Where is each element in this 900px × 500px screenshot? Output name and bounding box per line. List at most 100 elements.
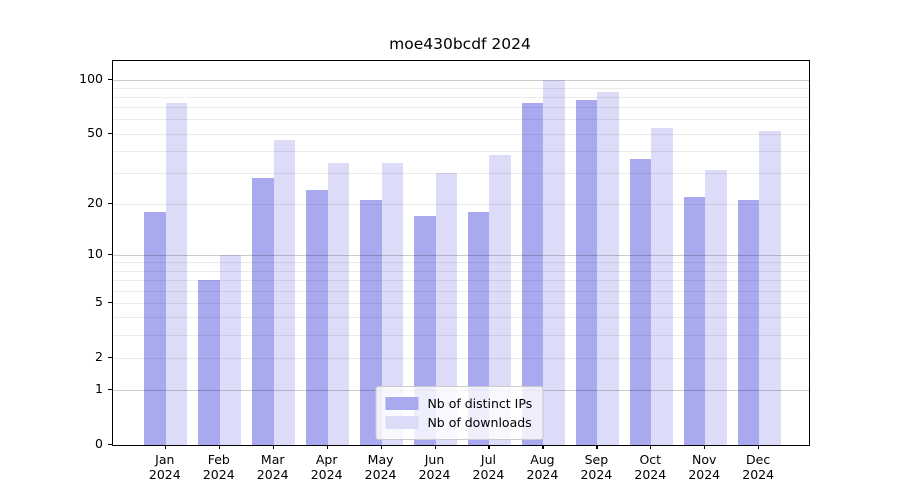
x-tick-label-oct: Oct 2024 <box>618 452 682 483</box>
month-label: Jul <box>480 451 496 467</box>
y-tickmark-20 <box>107 202 112 204</box>
year-label: 2024 <box>688 467 721 482</box>
legend-item-ips: Nb of distinct IPs <box>385 395 532 412</box>
y-tick-label-100: 100 <box>79 70 103 86</box>
y-tickmark-10 <box>107 253 112 256</box>
year-label: 2024 <box>742 467 775 482</box>
bar-ips-oct <box>629 158 652 445</box>
bar-ips-jan <box>144 211 166 445</box>
x-tick-label-mar: Mar 2024 <box>241 452 305 483</box>
year-label: 2024 <box>634 467 667 482</box>
gridline-minor-40 <box>113 150 809 152</box>
x-tickmark-jun <box>434 444 436 449</box>
month-label: Oct <box>639 451 662 467</box>
x-tick-label-feb: Feb 2024 <box>187 452 251 483</box>
year-label: 2024 <box>202 467 235 482</box>
gridline-minor-3 <box>113 334 809 336</box>
bar-downloads-jun <box>435 172 458 445</box>
month-label: Nov <box>692 451 717 467</box>
legend-label-downloads: Nb of downloads <box>427 414 532 430</box>
bar-ips-feb <box>198 280 220 445</box>
gridline-major-100 <box>113 79 809 81</box>
plot-area: Nb of distinct IPs Nb of downloads <box>112 59 810 446</box>
month-label: Feb <box>207 451 230 467</box>
year-label: 2024 <box>148 467 181 482</box>
gridline-minor-80 <box>113 96 809 98</box>
x-tickmark-jul <box>488 444 490 449</box>
month-label: Jan <box>155 451 175 467</box>
bar-downloads-dec <box>759 130 781 445</box>
x-tick-label-jul: Jul 2024 <box>456 452 520 483</box>
gridline-minor-5 <box>113 302 809 304</box>
y-tickmark-1 <box>107 388 112 390</box>
x-tick-label-nov: Nov 2024 <box>672 452 736 483</box>
bar-ips-dec <box>737 200 760 445</box>
legend-label-ips: Nb of distinct IPs <box>427 395 533 411</box>
y-tickmark-2 <box>107 356 112 358</box>
bar-ips-aug <box>521 103 544 445</box>
year-label: 2024 <box>310 467 343 482</box>
legend-swatch-downloads <box>385 415 419 429</box>
bar-downloads-oct <box>651 127 673 445</box>
bar-downloads-may <box>381 163 404 445</box>
year-label: 2024 <box>256 467 289 482</box>
legend-swatch-ips <box>385 396 419 410</box>
year-label: 2024 <box>364 467 397 482</box>
gridline-major-10 <box>113 254 809 256</box>
x-tickmark-feb <box>218 444 220 449</box>
bar-downloads-jan <box>165 103 188 445</box>
month-label: May <box>367 451 394 467</box>
month-label: Sep <box>584 451 609 467</box>
bar-downloads-sep <box>597 92 619 445</box>
legend-item-downloads: Nb of downloads <box>385 414 532 431</box>
bar-downloads-mar <box>273 140 296 445</box>
y-tick-label-0: 0 <box>95 435 103 451</box>
year-label: 2024 <box>472 467 505 482</box>
gridline-minor-7 <box>113 280 809 282</box>
y-tickmark-5 <box>107 301 112 303</box>
x-tickmark-dec <box>758 444 760 449</box>
x-tick-label-dec: Dec 2024 <box>726 452 790 483</box>
x-tickmark-nov <box>704 444 706 449</box>
gridline-minor-2 <box>113 357 809 359</box>
x-tickmark-aug <box>542 444 544 449</box>
bar-ips-sep <box>575 99 598 445</box>
bar-ips-nov <box>683 196 706 445</box>
x-tickmark-sep <box>596 444 598 449</box>
gridline-minor-50 <box>113 133 809 135</box>
y-tickmark-0 <box>107 443 112 445</box>
gridline-minor-70 <box>113 107 809 109</box>
x-tick-label-jun: Jun 2024 <box>403 452 467 483</box>
gridline-minor-20 <box>113 203 809 205</box>
bars-layer <box>113 61 809 445</box>
gridline-minor-90 <box>113 87 809 89</box>
month-label: Dec <box>746 451 771 467</box>
chart-title: moe430bcdf 2024 <box>389 35 531 53</box>
bar-ips-apr <box>306 189 328 445</box>
y-tickmark-100 <box>107 78 112 80</box>
gridline-minor-60 <box>113 119 809 121</box>
y-tickmark-50 <box>107 132 112 134</box>
bar-ips-mar <box>252 178 274 445</box>
bar-downloads-aug <box>543 79 565 445</box>
month-label: Apr <box>315 451 338 467</box>
gridline-minor-6 <box>113 290 809 292</box>
bar-ips-may <box>360 200 382 445</box>
x-tick-label-apr: Apr 2024 <box>295 452 359 483</box>
bar-downloads-jul <box>489 154 511 445</box>
grid-layer <box>113 61 809 445</box>
x-tick-label-aug: Aug 2024 <box>510 452 574 483</box>
gridline-minor-4 <box>113 317 809 319</box>
month-label: Mar <box>260 451 285 467</box>
bar-downloads-nov <box>705 170 727 445</box>
y-tick-label-1: 1 <box>95 380 103 396</box>
gridline-minor-8 <box>113 270 809 272</box>
x-tickmark-jan <box>164 444 166 449</box>
x-tick-label-may: May 2024 <box>349 452 413 483</box>
year-label: 2024 <box>580 467 613 482</box>
bar-downloads-feb <box>219 254 242 445</box>
x-tickmark-oct <box>650 444 652 449</box>
month-label: Aug <box>530 451 555 467</box>
x-tickmark-mar <box>272 444 274 449</box>
